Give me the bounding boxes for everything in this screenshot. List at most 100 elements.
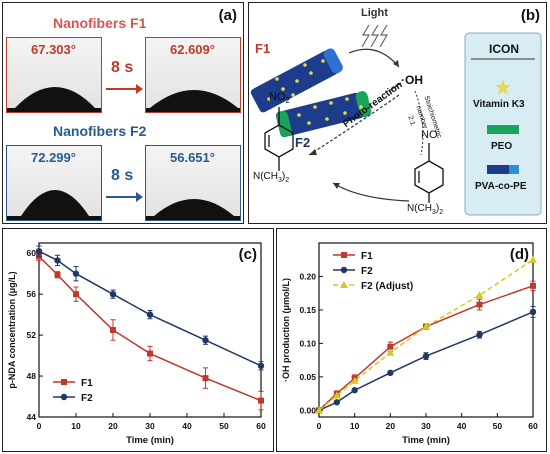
amine-right-text: N(CH — [407, 203, 432, 214]
legend-label: F1 — [81, 378, 93, 389]
data-point — [202, 375, 209, 382]
amine-right-label: N(CH3)2 — [407, 203, 443, 216]
x-tick-label: 30 — [145, 421, 155, 431]
y-axis-label: p-NDA concentration (μg/L) — [7, 271, 17, 388]
fiber-arrow — [388, 82, 402, 92]
data-point — [386, 348, 395, 356]
blue-bar-icon — [487, 165, 509, 174]
series-line — [318, 285, 534, 411]
data-point — [530, 282, 536, 289]
x-tick-label: 10 — [71, 421, 81, 431]
x-tick-label: 0 — [317, 421, 322, 431]
panel-b: (b) — [248, 2, 547, 224]
f2-droplet-before-shape — [7, 190, 101, 220]
y-tick-label: 44 — [27, 412, 37, 422]
data-point — [529, 308, 537, 316]
data-point — [202, 337, 209, 344]
amine-left-text: N(CH — [253, 171, 278, 182]
light-arrow — [348, 48, 400, 68]
amine-right-end: ) — [435, 203, 440, 214]
data-point — [54, 271, 61, 278]
x-tick-label: 50 — [493, 421, 503, 431]
f1-droplet-before: 67.303° — [6, 37, 102, 113]
panel-b-label: (b) — [520, 7, 540, 24]
legend-marker — [61, 379, 67, 385]
panel-c: (c) 0 10 20 30 40 50 60 44 48 52 56 60 Time (min) p-ND… — [2, 228, 274, 452]
legend-label: F1 — [361, 251, 373, 262]
f1-time-label: 8 s — [111, 59, 134, 76]
amine-right-sub2: 2 — [439, 209, 444, 216]
data-point — [72, 270, 80, 277]
data-point — [476, 301, 483, 308]
data-point — [387, 343, 394, 350]
amine-right-sub: 3 — [432, 209, 436, 216]
no2-sub: 2 — [285, 96, 290, 106]
benzene-right — [414, 143, 444, 203]
plot-frame — [318, 242, 534, 418]
no2-label: NO2 — [269, 91, 290, 105]
f1-droplet-before-shape — [7, 87, 101, 112]
data-point — [387, 369, 394, 377]
legend-label: F2 — [361, 266, 373, 277]
f2-droplet-before: 72.299° — [6, 145, 102, 221]
x-tick-label: 20 — [386, 421, 396, 431]
legend-item-peo: PEO — [491, 141, 513, 152]
legend-marker — [340, 266, 348, 274]
f1-title: Nanofibers F1 — [53, 15, 147, 31]
data-point — [146, 311, 154, 318]
f2-droplet-after-shape — [146, 199, 240, 220]
f2-angle-before: 72.299° — [31, 150, 76, 165]
data-point — [529, 255, 537, 263]
y-tick-label: 0.15 — [299, 305, 316, 315]
data-point — [422, 352, 430, 360]
data-point — [147, 350, 153, 357]
f2-title: Nanofibers F2 — [53, 123, 147, 139]
data-point — [332, 391, 341, 399]
data-point — [315, 406, 323, 414]
data-point — [35, 247, 43, 255]
y-tick-label: 52 — [27, 330, 37, 340]
legend-marker — [341, 252, 347, 258]
x-tick-label: 50 — [219, 421, 229, 431]
data-point — [350, 376, 359, 384]
data-point — [333, 399, 341, 406]
data-point — [422, 322, 430, 330]
f2-fiber-label: F2 — [295, 135, 311, 150]
legend-label: F2 — [81, 393, 93, 404]
amine-left-sub2: 2 — [285, 177, 290, 184]
f1-fiber-icon — [250, 48, 343, 113]
amine-left-end: ) — [281, 171, 286, 182]
data-point — [110, 327, 116, 333]
x-tick-label: 60 — [256, 421, 266, 431]
y-tick-label: 56 — [27, 289, 37, 299]
data-point — [109, 290, 117, 298]
legend-item-pva: PVA-co-PE — [475, 181, 527, 192]
y-axis-label: ·OH production (μmol/L) — [281, 278, 291, 382]
f2-arrow-icon — [106, 192, 143, 202]
f2-time-label: 8 s — [111, 167, 134, 184]
f2-droplet-after: 56.651° — [145, 145, 241, 221]
y-tick-label: 0.20 — [299, 271, 316, 281]
f1-arrow-icon — [106, 84, 143, 94]
x-tick-label: 40 — [182, 421, 192, 431]
x-axis-label: Time (min) — [402, 435, 450, 446]
legend-title: ICON — [489, 42, 519, 56]
recycle-arrow — [332, 182, 410, 202]
f1-fiber-label: F1 — [255, 41, 271, 56]
x-tick-label: 60 — [528, 421, 538, 431]
f1-angle-before: 67.303° — [31, 42, 76, 57]
x-tick-label: 20 — [108, 421, 118, 431]
data-point — [351, 387, 358, 394]
panel-d: (d) 0 10 20 30 40 50 60 0.00 0.05 0.10 0.15 0.20 Time… — [276, 228, 547, 452]
f1-angle-after: 62.609° — [170, 42, 215, 57]
x-tick-label: 0 — [37, 421, 42, 431]
y-tick-label: 0.05 — [299, 372, 316, 382]
f2-fiber-icon — [275, 91, 372, 138]
data-point — [54, 257, 61, 264]
stoich-arrow — [414, 90, 424, 156]
no2-text: NO — [269, 91, 286, 103]
x-axis-label: Time (min) — [126, 435, 174, 446]
legend-marker — [60, 393, 68, 401]
data-point — [475, 291, 484, 299]
green-bar-icon — [487, 125, 519, 134]
